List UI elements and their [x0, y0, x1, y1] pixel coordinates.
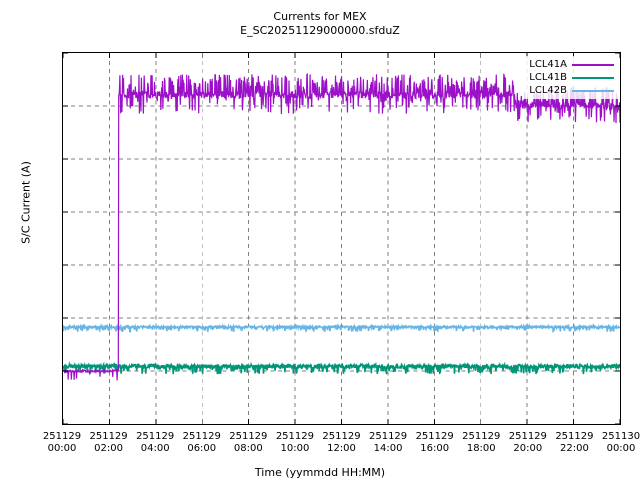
x-tick-date: 251129 — [322, 431, 361, 442]
x-tick-label: 251129 20:00 — [493, 431, 563, 455]
grid-layer — [63, 53, 620, 424]
legend-item-lcl42b[interactable]: LCL42B — [529, 84, 614, 97]
x-tick-time: 02:00 — [94, 443, 123, 454]
x-tick-time: 14:00 — [373, 443, 403, 454]
x-tick-label: 251129 08:00 — [213, 431, 283, 455]
x-tick-date: 251129 — [136, 431, 175, 442]
x-tick-time: 20:00 — [513, 443, 543, 454]
x-tick-date: 251129 — [229, 431, 268, 442]
legend-label: LCL42B — [529, 85, 567, 96]
x-tick-date: 251129 — [89, 431, 128, 442]
legend-label: LCL41B — [529, 72, 567, 83]
x-tick-time: 22:00 — [559, 443, 589, 454]
x-tick-date: 251130 — [601, 431, 640, 442]
x-tick-time: 18:00 — [466, 443, 496, 454]
x-tick-label: 251129 22:00 — [539, 431, 609, 455]
series-layer — [63, 72, 620, 381]
legend-label: LCL41A — [529, 59, 567, 70]
x-tick-time: 10:00 — [280, 443, 310, 454]
x-tick-date: 251129 — [42, 431, 82, 442]
x-tick-label: 251129 16:00 — [400, 431, 470, 455]
x-tick-date: 251129 — [275, 431, 314, 442]
x-tick-label: 251129 14:00 — [353, 431, 423, 455]
x-tick-time: 16:00 — [420, 443, 450, 454]
x-tick-date: 251129 — [415, 431, 454, 442]
x-axis-label: Time (yymmdd HH:MM) — [254, 466, 386, 479]
x-tick-time: 04:00 — [140, 443, 170, 454]
x-tick-label: 251130 00:00 — [586, 431, 640, 455]
legend-item-lcl41a[interactable]: LCL41A — [529, 58, 614, 71]
x-tick-label: 251129 00:00 — [27, 431, 97, 455]
chart-subtitle: E_SC20251129000000.sfduZ — [240, 24, 400, 37]
plot-area: LCL41A LCL41B LCL42B — [62, 52, 621, 425]
x-tick-label: 251129 18:00 — [446, 431, 516, 455]
chart-legend: LCL41A LCL41B LCL42B — [523, 56, 618, 99]
x-tick-label: 251129 06:00 — [167, 431, 237, 455]
x-tick-date: 251129 — [182, 431, 221, 442]
x-tick-time: 00:00 — [47, 443, 77, 454]
x-tick-date: 251129 — [555, 431, 594, 442]
x-tick-time: 06:00 — [187, 443, 217, 454]
page-title: Currents for MEX — [273, 10, 367, 23]
x-tick-date: 251129 — [508, 431, 547, 442]
legend-item-lcl41b[interactable]: LCL41B — [529, 71, 614, 84]
x-tick-date: 251129 — [462, 431, 501, 442]
x-tick-label: 251129 02:00 — [74, 431, 144, 455]
y-axis-label: S/C Current (A) — [19, 161, 33, 244]
legend-color-swatch — [572, 89, 614, 92]
x-tick-label: 251129 10:00 — [260, 431, 330, 455]
x-tick-time: 08:00 — [233, 443, 263, 454]
legend-color-swatch — [571, 63, 614, 66]
chart-title-block: Currents for MEX E_SC20251129000000.sfdu… — [0, 10, 640, 38]
legend-color-swatch — [572, 76, 614, 79]
x-tick-time: 12:00 — [327, 443, 356, 454]
x-tick-date: 251129 — [368, 431, 408, 442]
x-tick-time: 00:00 — [606, 443, 636, 454]
axis-tick-layer — [63, 53, 620, 424]
x-tick-label: 251129 04:00 — [120, 431, 190, 455]
x-tick-label: 251129 12:00 — [307, 431, 377, 455]
